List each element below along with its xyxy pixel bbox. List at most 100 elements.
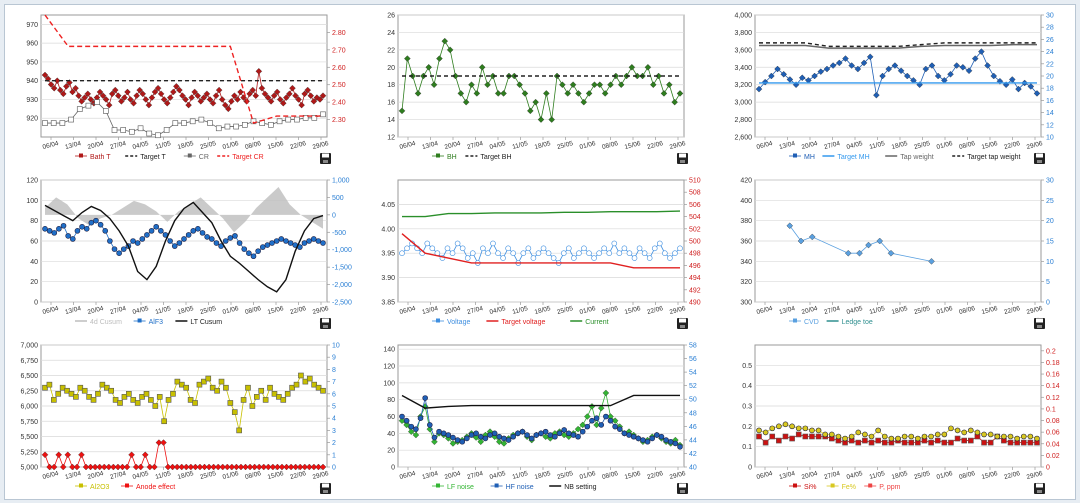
save-icon-glyph <box>1034 153 1045 164</box>
data-point <box>241 246 248 252</box>
data-point <box>1027 83 1035 90</box>
save-icon[interactable] <box>320 152 351 165</box>
data-point <box>231 92 238 99</box>
x-tick-label: 06/04 <box>42 140 60 151</box>
data-point <box>130 238 136 244</box>
data-point <box>227 400 234 406</box>
data-point <box>646 255 653 261</box>
y-right-tick-label: -2,000 <box>332 282 352 289</box>
data-point <box>260 463 268 471</box>
save-icon[interactable] <box>1034 152 1065 165</box>
x-tick-label: 25/05 <box>556 140 574 151</box>
legend-item: AlF3 <box>133 318 163 326</box>
data-point <box>891 62 899 69</box>
data-point <box>774 65 781 73</box>
data-point <box>65 233 71 239</box>
x-tick-label: 15/06 <box>981 140 999 151</box>
data-point <box>677 444 683 450</box>
data-point <box>296 463 304 471</box>
data-point <box>293 381 300 388</box>
data-point <box>94 99 100 105</box>
data-point <box>922 65 930 73</box>
y-right-tick-label: 0 <box>1046 465 1050 472</box>
data-point <box>320 240 326 246</box>
save-icon[interactable] <box>677 152 708 165</box>
data-point <box>91 463 99 471</box>
y-right-tick-label: 490 <box>689 300 701 307</box>
y-left-tick-label: 3.85 <box>381 300 395 307</box>
y-right-tick-label: 506 <box>689 202 701 209</box>
data-point <box>185 232 192 238</box>
data-point <box>548 116 555 123</box>
data-point <box>496 438 503 446</box>
y-left-tick-label: 5,750 <box>20 419 38 426</box>
x-tick-label: 04/05 <box>846 305 864 316</box>
legend-label: NB setting <box>564 484 596 491</box>
data-point <box>81 387 88 394</box>
save-icon-glyph <box>320 483 331 494</box>
data-point <box>110 463 117 471</box>
x-tick-label: 01/06 <box>579 140 597 151</box>
data-point <box>823 65 831 73</box>
legend-label: Bath T <box>90 154 111 161</box>
data-point <box>47 81 55 88</box>
data-point <box>417 415 424 421</box>
data-point <box>118 98 125 105</box>
data-point <box>489 72 497 80</box>
data-point <box>848 62 855 69</box>
data-point <box>265 463 272 471</box>
data-point <box>786 222 794 230</box>
data-point <box>249 403 256 409</box>
data-point <box>865 241 872 249</box>
x-tick-label: 27/04 <box>466 140 484 151</box>
data-point <box>881 433 888 440</box>
x-tick-label: 06/04 <box>42 305 60 316</box>
save-icon[interactable] <box>1034 317 1065 330</box>
data-point <box>298 101 305 109</box>
data-point <box>112 397 119 403</box>
y-left-tick-label: 2,600 <box>734 135 752 142</box>
data-point <box>457 90 465 97</box>
x-tick-label: 22/06 <box>289 140 307 151</box>
disk-slot <box>680 490 685 493</box>
data-point <box>182 96 189 103</box>
y-right-tick-label: 46 <box>689 424 697 431</box>
save-icon[interactable] <box>320 317 351 330</box>
data-point <box>649 435 656 442</box>
x-tick-label: 20/04 <box>87 140 105 151</box>
data-point <box>856 249 863 257</box>
series-line <box>759 42 1037 48</box>
save-icon[interactable] <box>677 317 708 330</box>
save-icon[interactable] <box>677 482 708 495</box>
y-left-tick-label: 360 <box>740 239 752 246</box>
series-line <box>758 50 1038 96</box>
x-tick-label: 15/06 <box>624 470 642 481</box>
data-point <box>1007 433 1014 440</box>
legend-swatch <box>187 153 192 158</box>
save-icon[interactable] <box>1034 482 1065 495</box>
y-left-tick-label: 40 <box>30 259 38 266</box>
save-icon[interactable] <box>320 482 351 495</box>
data-point <box>948 439 954 446</box>
legend-label: HF noise <box>506 484 534 491</box>
legend: Voltage Target voltage Current <box>432 318 609 326</box>
legend-swatch <box>436 483 440 488</box>
save-icon-glyph <box>320 318 331 329</box>
data-point <box>1034 435 1040 442</box>
x-tick-label: 22/06 <box>646 305 664 316</box>
data-point <box>42 225 48 232</box>
data-point <box>142 96 150 103</box>
data-point <box>984 62 991 69</box>
x-tick-label: 18/05 <box>534 470 552 481</box>
data-point <box>105 101 113 109</box>
y-right-tick-label: 50 <box>689 397 697 404</box>
data-point <box>561 427 567 433</box>
data-point <box>75 92 82 99</box>
data-point <box>273 88 281 96</box>
data-point <box>268 122 274 128</box>
data-point <box>287 463 295 471</box>
x-tick-label: 18/05 <box>177 305 195 316</box>
y-left-tick-label: 7,000 <box>20 343 38 350</box>
y-right-tick-label: 1 <box>332 452 336 459</box>
save-icon-glyph <box>320 153 331 164</box>
